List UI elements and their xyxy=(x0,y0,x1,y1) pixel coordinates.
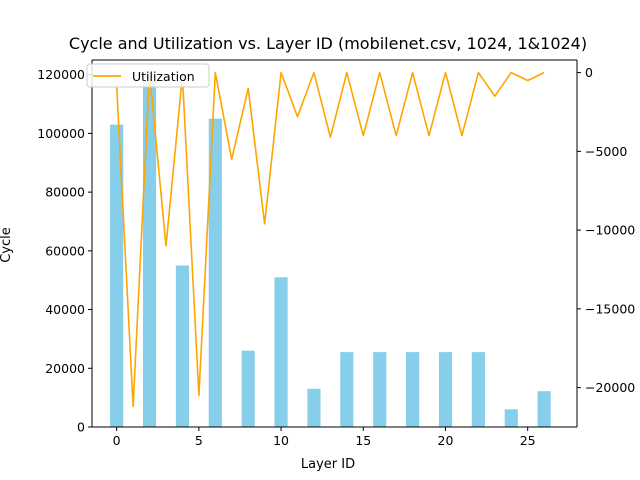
bar-layer-20 xyxy=(438,352,453,427)
bar-layer-12 xyxy=(307,388,321,427)
y2-tick-label-0: 0 xyxy=(585,65,593,80)
y2-tick-label--15000: −15000 xyxy=(585,301,635,316)
bar-layer-26 xyxy=(537,391,551,427)
line-layer xyxy=(115,71,545,408)
x-axis-label: Layer ID xyxy=(301,457,355,472)
bar-layer-6 xyxy=(208,118,222,427)
y-tick-label-100000: 100000 xyxy=(37,126,85,141)
x-tick-label-20: 20 xyxy=(438,433,454,448)
legend-label-utilization: Utilization xyxy=(132,69,195,84)
x-tick-label-15: 15 xyxy=(355,433,371,448)
bar-layer-16 xyxy=(373,352,387,427)
y-tick-label-40000: 40000 xyxy=(45,302,85,317)
bar-layer-4 xyxy=(175,265,189,427)
y-tick-label-20000: 20000 xyxy=(45,361,85,376)
bar-layer-10 xyxy=(274,277,288,427)
y-tick-label-0: 0 xyxy=(77,420,85,435)
bar-layer-14 xyxy=(340,352,354,427)
y-tick-label-60000: 60000 xyxy=(45,243,85,258)
bar-layer-18 xyxy=(406,352,420,427)
y2-tick-label--10000: −10000 xyxy=(585,223,635,238)
legend: Utilization xyxy=(86,63,210,88)
bar-layer-0 xyxy=(110,124,124,427)
y2-tick-label--5000: −5000 xyxy=(585,144,627,159)
chart-title: Cycle and Utilization vs. Layer ID (mobi… xyxy=(69,34,587,53)
axes-layer: 0 5 10 15 20 25 0 20000 40000 60000 80000 100000 120… xyxy=(37,59,635,448)
bar-layer-22 xyxy=(471,352,485,427)
bar-layer-2 xyxy=(142,80,157,427)
y-tick-label-80000: 80000 xyxy=(45,185,85,200)
y-axis-label: Cycle xyxy=(0,227,14,263)
bar-layer-24 xyxy=(504,409,518,427)
bars-layer xyxy=(110,80,551,427)
x-tick-label-25: 25 xyxy=(520,433,536,448)
utilization-line xyxy=(115,71,545,408)
x-tick-label-0: 0 xyxy=(113,433,121,448)
y2-tick-label--20000: −20000 xyxy=(585,380,635,395)
bar-layer-8 xyxy=(241,350,255,427)
y-tick-label-120000: 120000 xyxy=(37,67,85,82)
x-tick-label-5: 5 xyxy=(195,433,203,448)
x-tick-label-10: 10 xyxy=(273,433,289,448)
legend-box xyxy=(86,63,210,88)
